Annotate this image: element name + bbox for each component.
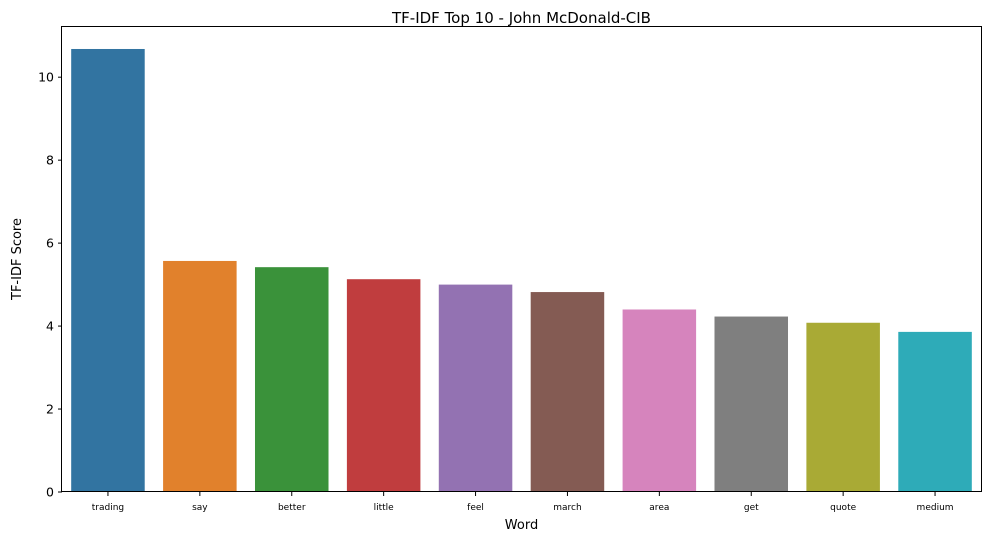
y-axis-ticks: 0 2 4 6 8 10: [38, 70, 62, 500]
x-tick-label-medium: medium: [917, 503, 954, 513]
bars-group: [71, 48, 972, 493]
x-axis-label: Word: [505, 518, 538, 533]
bar-quote: [806, 322, 880, 492]
x-tick-label-say: say: [192, 503, 208, 513]
y-tick-label: 4: [46, 319, 54, 334]
x-tick-label-area: area: [649, 503, 669, 513]
x-tick-label-get: get: [744, 503, 759, 513]
x-tick-label-quote: quote: [830, 503, 856, 513]
bar-get: [714, 316, 789, 492]
bar-trading: [71, 48, 145, 493]
bar-march: [530, 292, 605, 492]
y-tick-label: 0: [46, 485, 54, 500]
y-tick-label: 8: [46, 153, 54, 168]
bar-little: [346, 279, 421, 492]
x-tick-label-trading: trading: [92, 503, 124, 513]
x-tick-label-little: little: [374, 503, 395, 513]
chart-title: TF-IDF Top 10 - John McDonald-CIB: [391, 9, 651, 27]
x-tick-label-better: better: [278, 503, 306, 513]
bar-area: [622, 309, 697, 492]
plot-frame: [61, 26, 982, 492]
y-axis-label: TF-IDF Score: [10, 218, 25, 301]
bar-say: [163, 260, 237, 492]
y-tick-label: 10: [38, 70, 54, 85]
x-axis-ticks: trading say better little feel march area get qu…: [92, 492, 954, 513]
bar-medium: [898, 331, 972, 492]
x-tick-label-march: march: [553, 503, 581, 513]
y-tick-label: 2: [46, 402, 54, 417]
bar-feel: [438, 284, 513, 492]
y-tick-label: 6: [46, 236, 54, 251]
x-tick-label-feel: feel: [467, 503, 484, 513]
bar-better: [254, 267, 329, 492]
